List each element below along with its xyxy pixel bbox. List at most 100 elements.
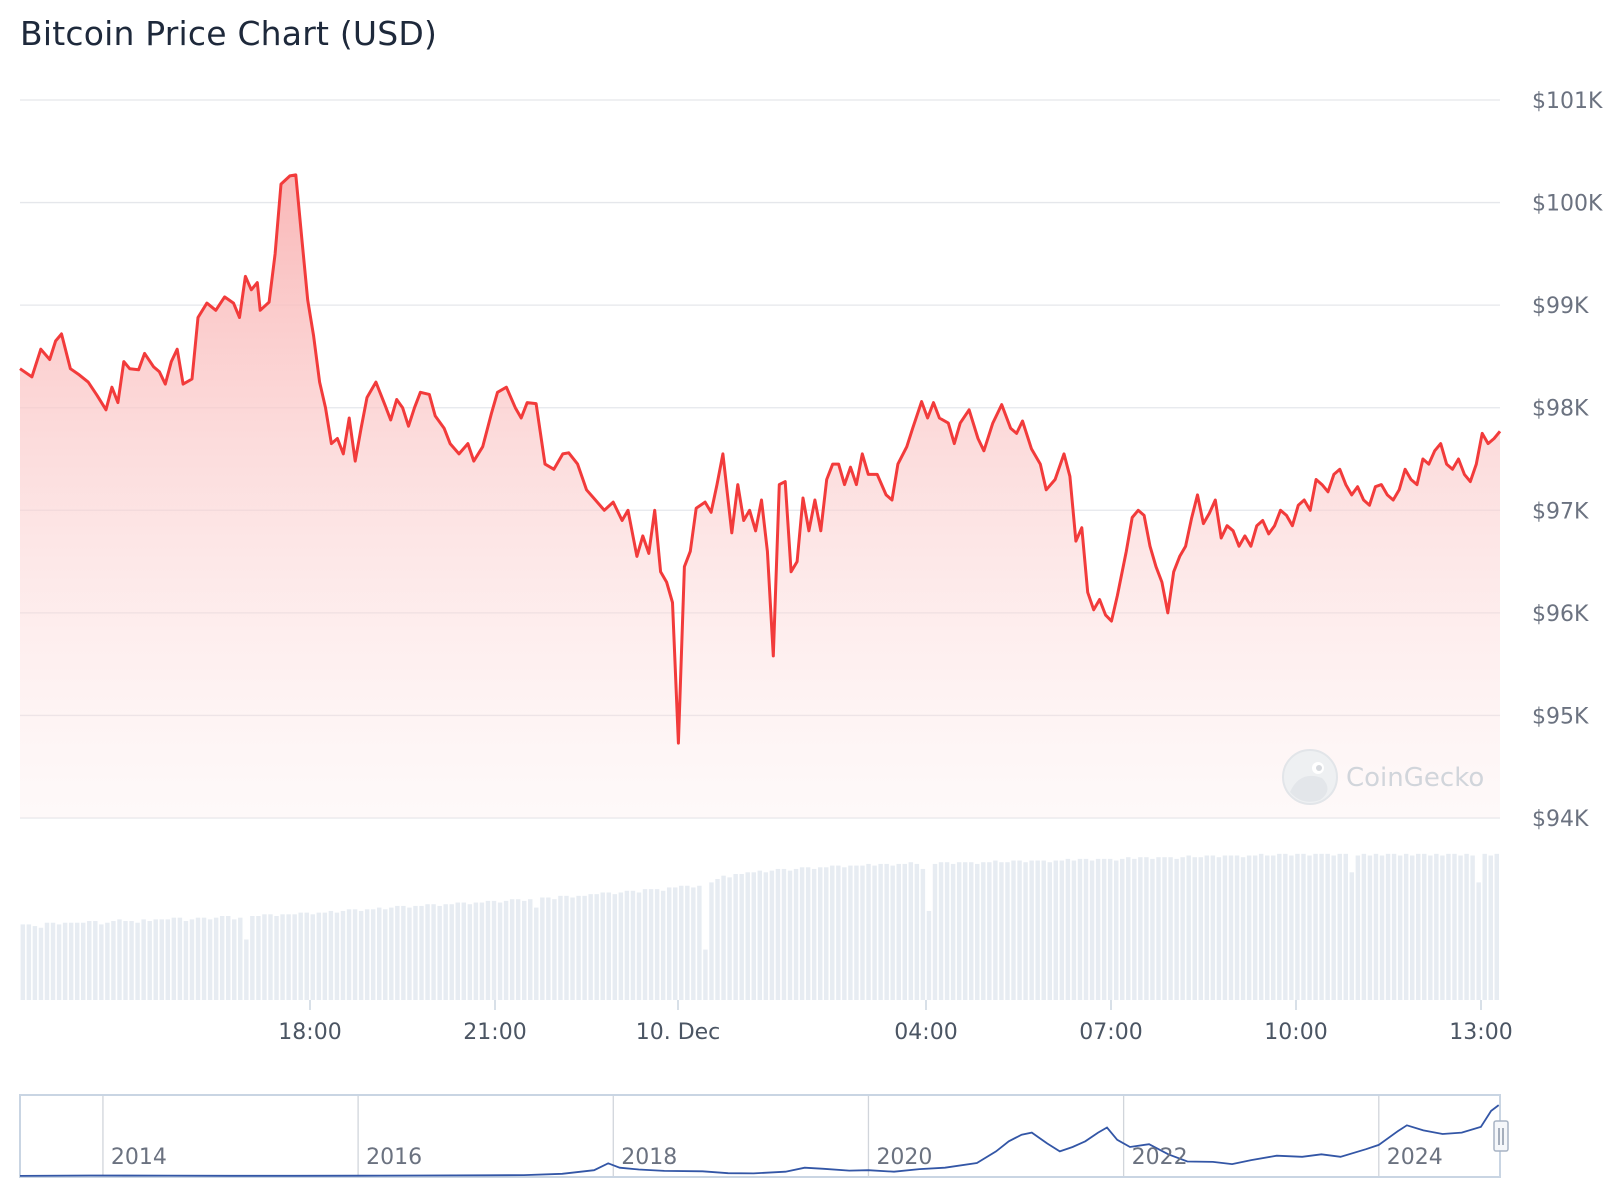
volume-bar [691,887,696,1000]
volume-bar [437,905,442,1000]
volume-bar [751,872,756,1000]
volume-bar [1065,858,1071,1000]
volume-bar [316,912,322,1000]
volume-bar [1246,855,1252,1000]
navigator[interactable]: 2014 2016 2018 2020 2022 2024 [19,1094,1509,1178]
x-tick-label: 21:00 [463,1020,526,1045]
volume-bar [87,921,92,1000]
volume-bar [1271,855,1276,1000]
volume-bar [763,872,769,1000]
volume-bar [262,914,267,1000]
volume-bar [666,887,672,1000]
y-tick-label: $101K [1532,89,1603,114]
volume-bar [322,912,328,1000]
volume-bar [1313,853,1318,1000]
volume-bar [769,870,775,1000]
volume-bar [817,867,823,1000]
volume-bar [1403,853,1409,1000]
volume-bar [1494,853,1499,1000]
volume-bar [419,905,424,1000]
volume-bar [528,899,533,1000]
volume-bar [244,939,249,1000]
volume-bar [503,900,509,1000]
volume-bar [612,894,618,1000]
volume-bar [201,917,207,1000]
volume-bar [1017,860,1022,1000]
volume-bar [745,872,750,1000]
volume-bar [352,909,358,1000]
volume-bar [1035,860,1040,1000]
volume-bar [1150,858,1155,1000]
volume-bar [546,897,551,1000]
volume-bar [467,904,473,1000]
volume-bar [1319,853,1324,1000]
volume-bar [153,919,158,1000]
volume-bar [981,862,986,1000]
volume-bar [425,904,430,1000]
volume-bar [1126,857,1131,1000]
volume-bar [552,899,557,1000]
volume-bar [1047,862,1052,1000]
volume-bar [848,865,853,1000]
volume-bar [1422,853,1427,1000]
volume-bar [1216,857,1222,1000]
y-axis: $101K $100K $99K $98K $97K $96K $95K $94K [1532,89,1603,832]
volume-bar [1023,862,1028,1000]
y-tick-label: $96K [1532,602,1589,627]
volume-bar [298,912,303,1000]
volume-bar [733,874,738,1000]
volume-bar [842,867,847,1000]
volume-bar [781,868,787,1000]
x-tick-label: 18:00 [278,1020,341,1045]
volume-bar [389,907,394,1000]
volume-bar [962,862,968,1000]
volume-bar [582,895,587,1000]
x-tick-label: 10. Dec [636,1020,721,1045]
navigator-tick-label: 2020 [876,1145,932,1170]
volume-bar [135,922,140,1000]
volume-bar [74,922,80,1000]
volume-bar [1174,858,1179,1000]
volume-bar [1059,860,1065,1000]
volume-bar [1011,860,1016,1000]
volume-bar [1331,855,1336,1000]
volume-bar [956,862,962,1000]
x-axis: 18:00 21:00 10. Dec 04:00 07:00 10:00 13:00 [278,1000,1513,1045]
volume-bar [558,895,563,1000]
volume-bar [171,917,177,1000]
volume-bar [1428,855,1433,1000]
volume-bar [1107,858,1113,1000]
volume-bar [1198,857,1203,1000]
navigator-handle[interactable] [1493,1120,1509,1152]
navigator-line [19,1104,1500,1177]
volume-bar [1005,862,1010,1000]
volume-bar [238,917,243,1000]
watermark-text: CoinGecko [1346,763,1484,793]
volume-bar [431,904,436,1000]
navigator-tick-label: 2018 [621,1145,677,1170]
volume-bar [540,897,545,1000]
volume-bar [509,899,515,1000]
volume-bar [521,900,527,1000]
volume-bar [395,905,400,1000]
volume-bar [358,910,364,1000]
volume-bar [117,919,122,1000]
volume-bar [1041,860,1046,1000]
volume-bar [697,885,702,1000]
volume-bar [183,921,189,1000]
volume-bar [679,885,684,1000]
volume-bar [1204,855,1210,1000]
volume-bar [624,890,630,1000]
volume-bar [975,863,980,1000]
volume-bar [1391,853,1397,1000]
volume-bar [950,863,956,1000]
volume-bar [872,865,877,1000]
volume-bar [1228,855,1234,1000]
volume-bar [878,863,883,1000]
volume-bar [207,919,213,1000]
volume-bar [443,904,448,1000]
volume-bar [370,909,376,1000]
volume-bar [685,885,690,1000]
volume-bar [123,921,128,1000]
